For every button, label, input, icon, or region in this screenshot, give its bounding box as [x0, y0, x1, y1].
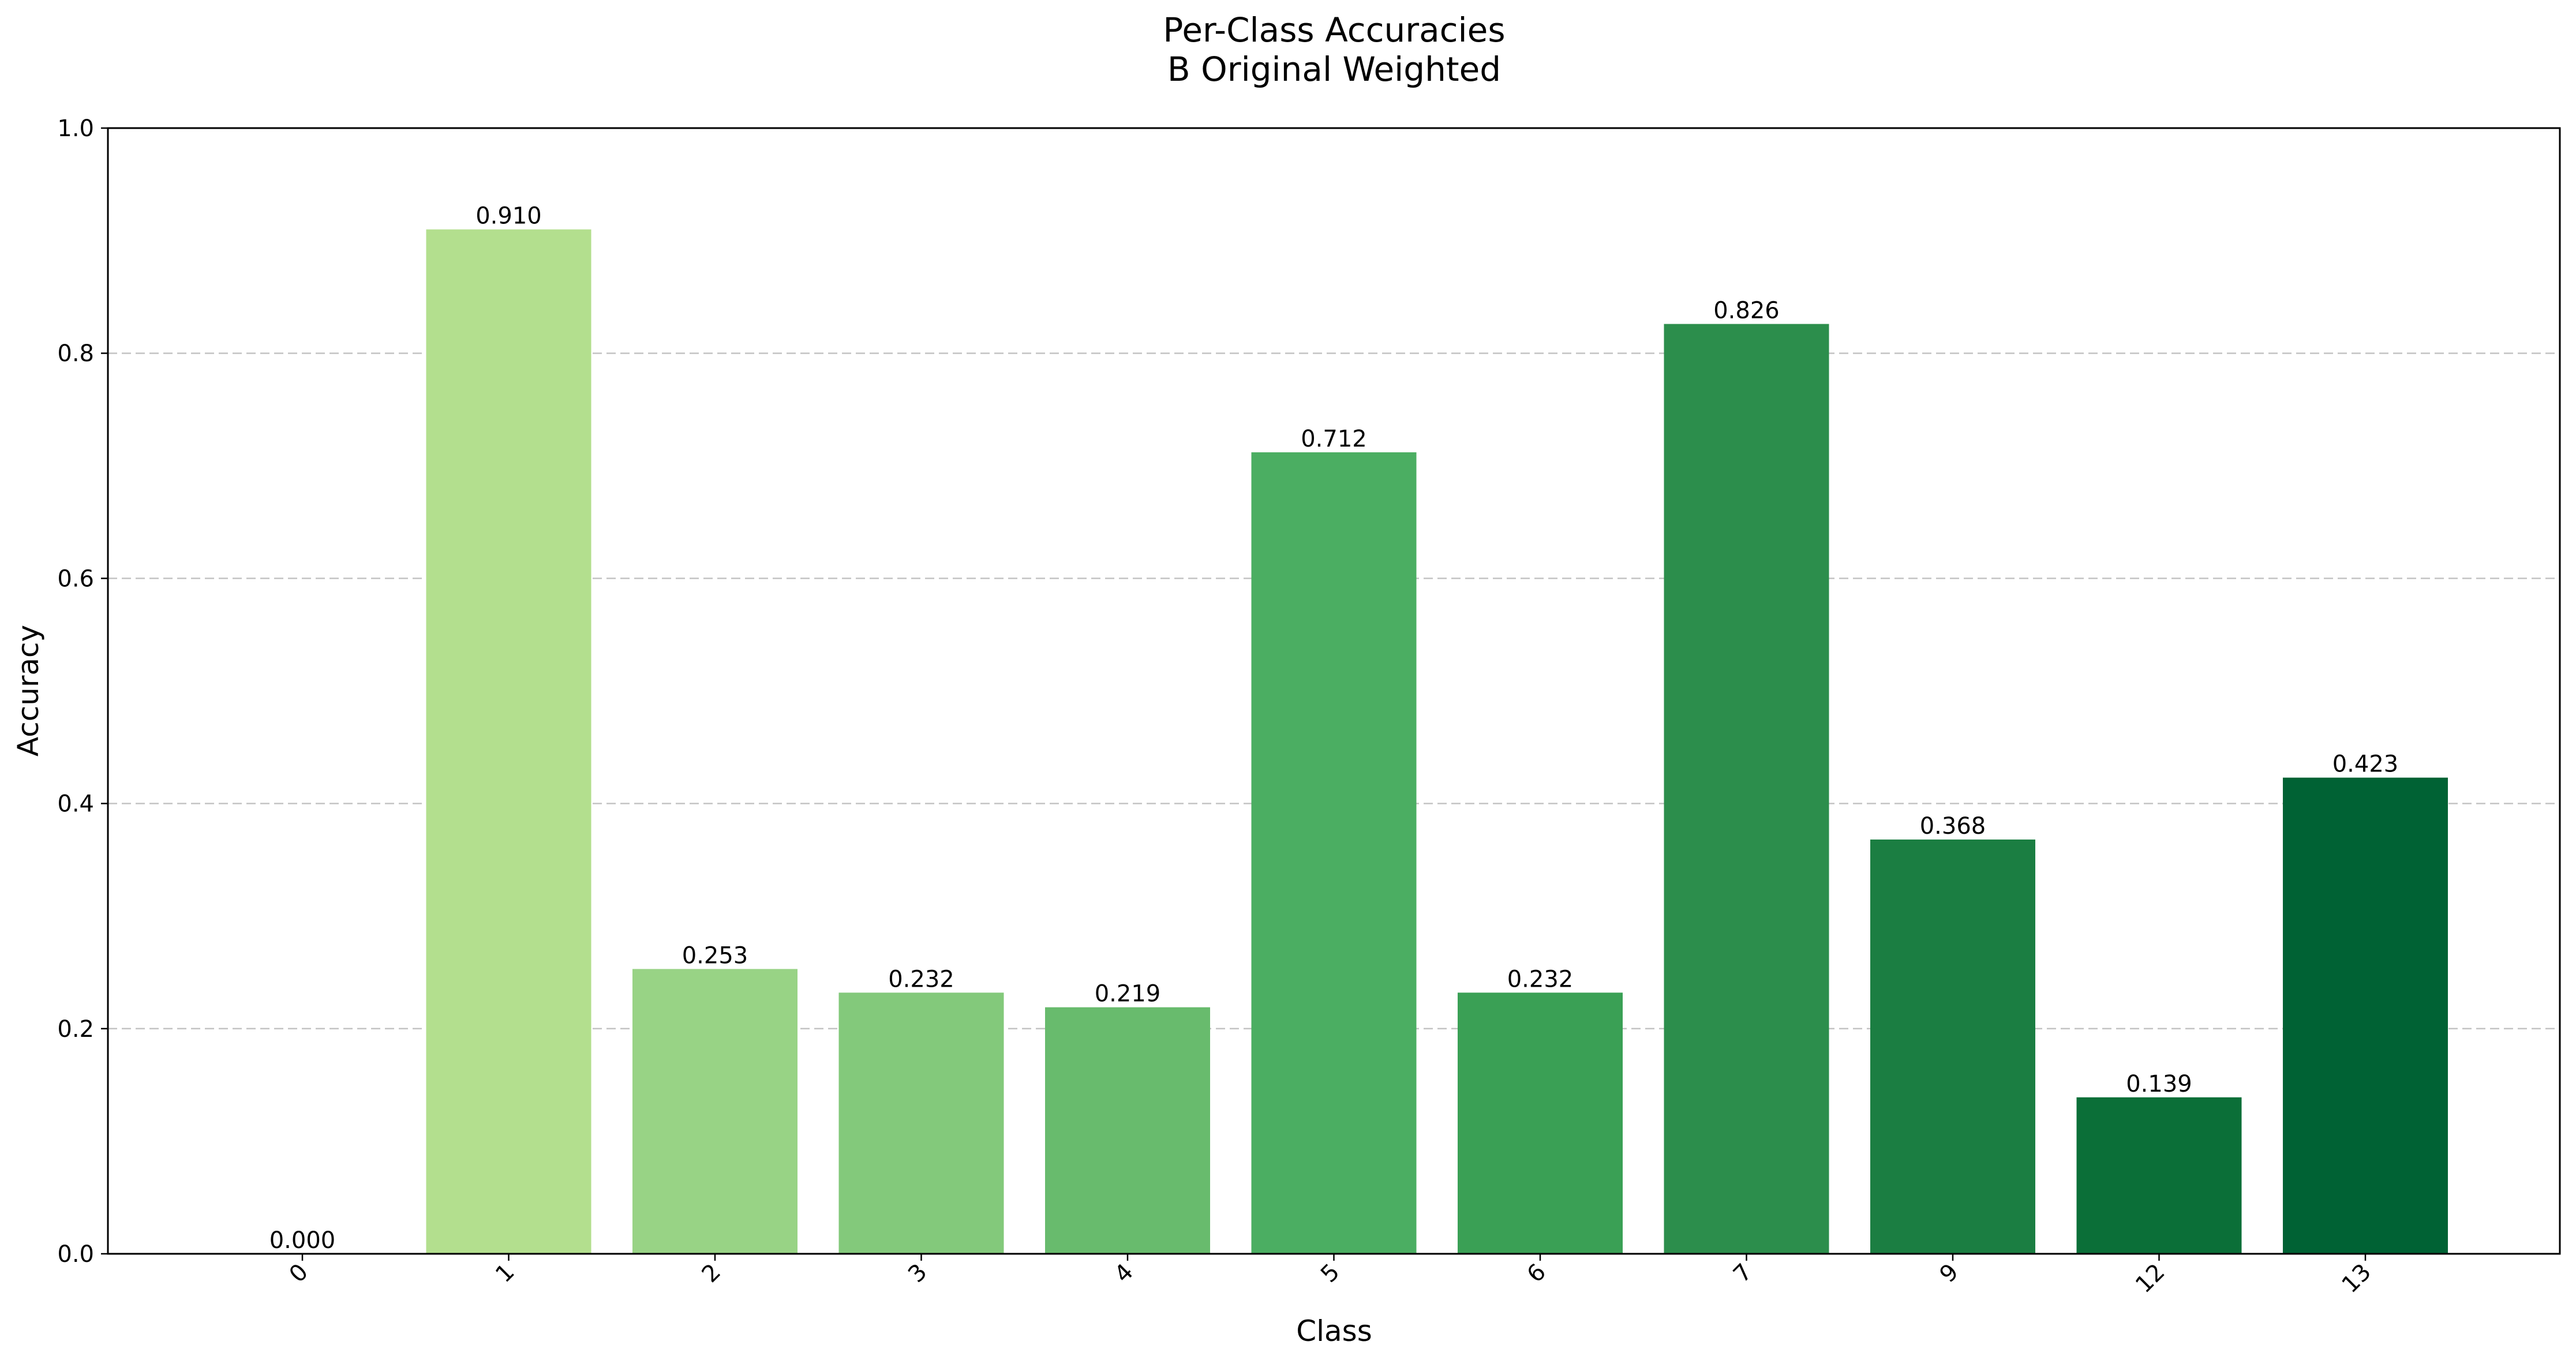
bar-class-12: [2076, 1097, 2242, 1254]
value-label-class-5: 0.712: [1301, 426, 1367, 452]
bar-class-4: [1045, 1007, 1210, 1254]
y-tick-label-0.4: 0.4: [57, 791, 94, 818]
y-tick-label-0.8: 0.8: [57, 340, 94, 367]
value-label-class-9: 0.368: [1920, 813, 1986, 840]
y-axis: 0.0 0.2 0.4 0.6 0.8 1.0: [57, 115, 108, 1268]
bar-class-7: [1664, 324, 1829, 1254]
value-label-class-4: 0.219: [1095, 981, 1161, 1007]
chart-subtitle: B Original Weighted: [1167, 50, 1501, 89]
data-labels: 0.000 0.910 0.253 0.232 0.219 0.712 0.232 0.826…: [269, 203, 2399, 1254]
value-label-class-12: 0.139: [2126, 1071, 2192, 1097]
bar-class-3: [838, 992, 1004, 1254]
chart-title: Per-Class Accuracies: [1163, 10, 1505, 50]
bar-class-9: [1870, 840, 2035, 1254]
value-label-class-7: 0.826: [1713, 297, 1780, 324]
value-label-class-1: 0.910: [475, 203, 542, 230]
bar-class-5: [1251, 452, 1417, 1254]
bar-class-1: [426, 229, 591, 1254]
x-axis-label: Class: [1296, 1314, 1372, 1348]
bar-class-2: [632, 969, 797, 1254]
y-tick-label-1.0: 1.0: [57, 115, 94, 142]
y-axis-label: Accuracy: [12, 625, 45, 756]
y-tick-label-0.0: 0.0: [57, 1241, 94, 1268]
value-label-class-0: 0.000: [269, 1227, 336, 1254]
value-label-class-3: 0.232: [888, 966, 954, 992]
y-tick-label-0.6: 0.6: [57, 565, 94, 592]
value-label-class-2: 0.253: [682, 942, 748, 969]
value-label-class-6: 0.232: [1507, 966, 1574, 992]
y-tick-label-0.2: 0.2: [57, 1016, 94, 1043]
bar-class-13: [2283, 777, 2448, 1254]
bars: [426, 229, 2448, 1254]
value-label-class-13: 0.423: [2332, 751, 2399, 778]
bar-class-6: [1458, 992, 1623, 1254]
